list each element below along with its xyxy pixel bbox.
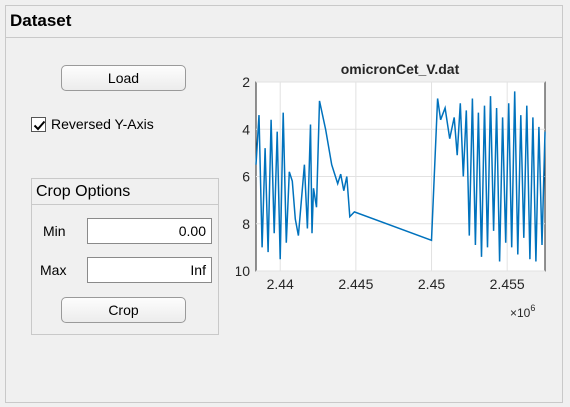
crop-options-title: Crop Options	[32, 179, 218, 205]
y-tick-label: 10	[236, 263, 250, 279]
x-multiplier-base: ×10	[510, 306, 531, 320]
reversed-y-axis-label: Reversed Y-Axis	[51, 116, 154, 132]
y-tick-label: 2	[242, 74, 250, 90]
chart-title: omicronCet_V.dat	[341, 61, 460, 77]
x-tick-label: 2.45	[418, 276, 445, 292]
tick-labels: 2.44 2.445 2.45 2.455 2 4 6 8 10	[236, 74, 525, 292]
y-tick-label: 8	[242, 216, 250, 232]
x-multiplier-exponent: 6	[530, 303, 535, 313]
reversed-y-axis-checkbox[interactable]	[31, 116, 46, 132]
panel-title: Dataset	[6, 6, 562, 38]
max-field[interactable]: Inf	[87, 257, 212, 283]
y-tick-label: 4	[242, 121, 250, 137]
load-button[interactable]: Load	[61, 65, 186, 91]
checkmark-icon	[33, 120, 46, 130]
x-tick-label: 2.445	[338, 276, 373, 292]
crop-button[interactable]: Crop	[61, 297, 186, 323]
min-field[interactable]: 0.00	[87, 218, 212, 244]
crop-options-panel: Crop Options	[31, 178, 219, 335]
x-tick-label: 2.455	[490, 276, 525, 292]
min-label: Min	[43, 223, 66, 239]
reversed-y-axis-checkbox-row[interactable]: Reversed Y-Axis	[31, 115, 154, 133]
x-multiplier: ×106	[510, 303, 535, 320]
light-curve-chart: 2.44 2.445 2.45 2.455 2 4 6 8 10 omicronCet_V.da…	[236, 61, 546, 320]
series-line	[255, 91, 546, 262]
y-tick-label: 6	[242, 169, 250, 185]
max-label: Max	[40, 262, 67, 278]
x-tick-label: 2.44	[267, 276, 294, 292]
